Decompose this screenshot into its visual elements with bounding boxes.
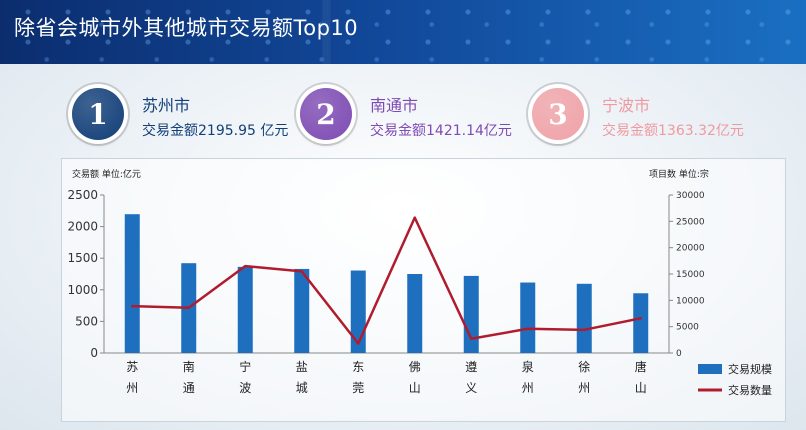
line-point-3 <box>244 264 247 268</box>
line-point-7 <box>470 337 473 340</box>
rank-1-amount: 交易金额2195.95 亿元 <box>142 123 289 139</box>
right-tick-label: 5000 <box>676 323 699 333</box>
bar-3 <box>237 266 253 353</box>
right-tick-label: 20000 <box>676 244 705 254</box>
category-label: 宁波 <box>239 359 251 395</box>
bar-8 <box>520 282 536 353</box>
chart-panel: 交易额 单位:亿元 项目数 单位:宗 0 500 1000 1500 2000 2500 0… <box>61 158 786 422</box>
right-tick-label: 25000 <box>676 217 705 227</box>
category-label: 唐山 <box>635 359 647 395</box>
category-label: 徐州 <box>578 359 590 395</box>
line-point-1 <box>131 304 134 308</box>
category-label: 泉州 <box>522 360 534 395</box>
left-axis-label: 交易额 单位:亿元 <box>72 168 141 180</box>
category-label: 佛山 <box>409 360 421 395</box>
rank-3-amount: 交易金额1363.32亿元 <box>602 123 744 139</box>
legend-line-label: 交易数量 <box>728 383 772 397</box>
rank-2-amount: 交易金额1421.14亿元 <box>370 123 512 139</box>
rank-2-badge: 2 <box>300 88 352 140</box>
line-point-8 <box>526 327 529 330</box>
page-title: 除省会城市外其他城市交易额Top10 <box>14 16 359 40</box>
right-tick-label: 0 <box>676 349 682 359</box>
line-point-2 <box>187 306 190 309</box>
rank-1-city: 苏州市 <box>142 96 191 115</box>
left-tick-label: 2500 <box>67 188 98 202</box>
rank-3-city: 宁波市 <box>602 96 651 115</box>
line-point-10 <box>639 317 642 320</box>
category-label: 遵义 <box>465 359 477 395</box>
category-label: 东莞 <box>352 360 364 395</box>
left-tick-label: 0 <box>90 346 98 360</box>
left-tick-label: 500 <box>75 314 98 328</box>
rank-card-1: 1 苏州市 交易金额2195.95 亿元 <box>72 88 292 148</box>
bar-1 <box>124 214 140 353</box>
right-tick-label: 15000 <box>676 270 705 280</box>
rank-card-2: 2 南通市 交易金额1421.14亿元 <box>300 88 520 148</box>
right-tick-label: 10000 <box>676 296 705 306</box>
category-label: 盐城 <box>296 360 308 395</box>
left-tick-label: 1500 <box>67 251 98 265</box>
bar-6 <box>407 274 423 353</box>
line-point-9 <box>583 328 586 332</box>
bar-9 <box>576 283 592 353</box>
rank-1-badge: 1 <box>72 88 124 140</box>
rank-2-city: 南通市 <box>370 96 419 115</box>
category-label: 苏州 <box>126 360 138 395</box>
category-label: 南通 <box>183 359 195 395</box>
header-banner: 除省会城市外其他城市交易额Top10 <box>0 0 806 64</box>
header-pattern <box>0 0 806 64</box>
bar-4 <box>294 268 310 353</box>
line-point-6 <box>413 216 416 219</box>
legend-bar-label: 交易规模 <box>728 362 772 376</box>
bar-7 <box>463 275 479 353</box>
bar-10 <box>633 293 649 353</box>
line-series-path <box>132 216 642 345</box>
left-tick-label: 2000 <box>67 220 98 234</box>
combo-chart: 交易额 单位:亿元 项目数 单位:宗 050010001500200025000… <box>67 168 772 397</box>
line-point-4 <box>300 270 303 273</box>
legend-bar-swatch <box>698 364 722 374</box>
line-point-5 <box>357 342 360 345</box>
rank-3-badge: 3 <box>532 88 584 140</box>
left-tick-label: 1000 <box>67 283 98 297</box>
right-tick-label: 30000 <box>676 191 705 201</box>
rank-card-3: 3 宁波市 交易金额1363.32亿元 <box>532 88 762 148</box>
right-axis-label: 项目数 单位:宗 <box>649 168 709 180</box>
